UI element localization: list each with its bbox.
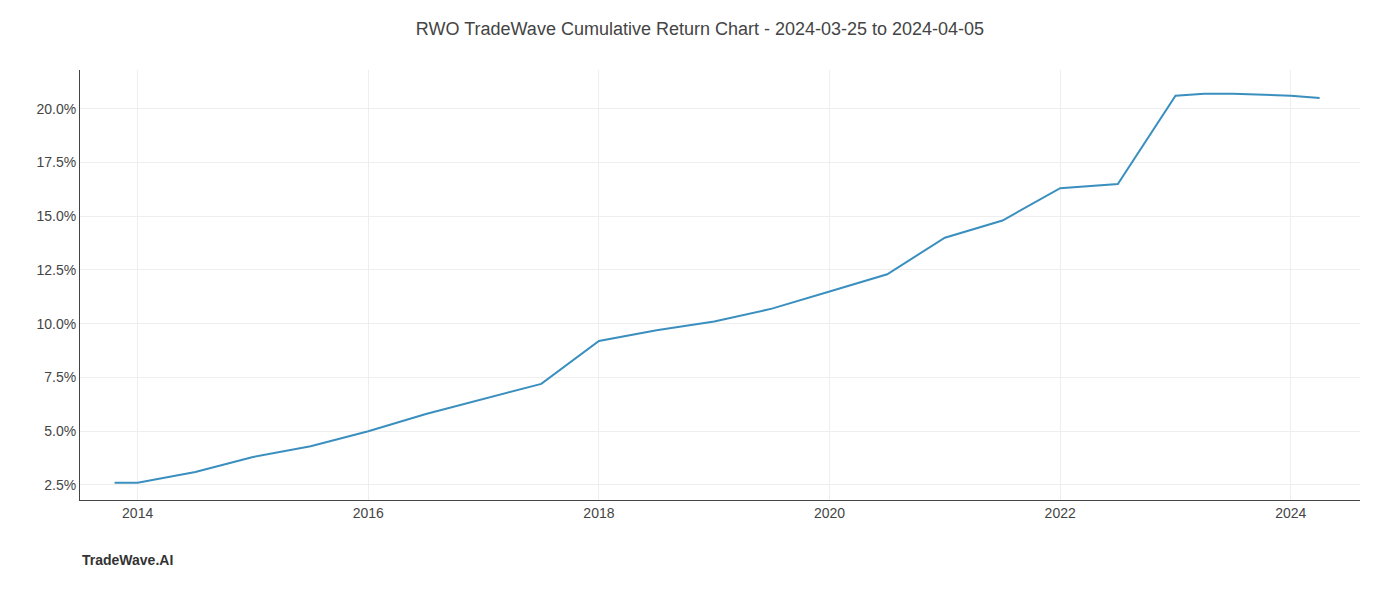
svg-text:2.5%: 2.5% — [44, 477, 76, 493]
svg-text:2020: 2020 — [814, 505, 845, 521]
svg-text:17.5%: 17.5% — [36, 154, 76, 170]
svg-text:10.0%: 10.0% — [36, 316, 76, 332]
svg-text:2022: 2022 — [1045, 505, 1076, 521]
svg-text:RWO TradeWave Cumulative Retur: RWO TradeWave Cumulative Return Chart - … — [416, 19, 984, 39]
svg-text:15.0%: 15.0% — [36, 208, 76, 224]
svg-text:TradeWave.AI: TradeWave.AI — [82, 552, 173, 568]
svg-text:2018: 2018 — [583, 505, 614, 521]
svg-text:2016: 2016 — [353, 505, 384, 521]
svg-text:5.0%: 5.0% — [44, 423, 76, 439]
svg-text:12.5%: 12.5% — [36, 262, 76, 278]
svg-text:20.0%: 20.0% — [36, 101, 76, 117]
svg-text:2024: 2024 — [1275, 505, 1306, 521]
svg-text:2014: 2014 — [122, 505, 153, 521]
svg-text:7.5%: 7.5% — [44, 369, 76, 385]
